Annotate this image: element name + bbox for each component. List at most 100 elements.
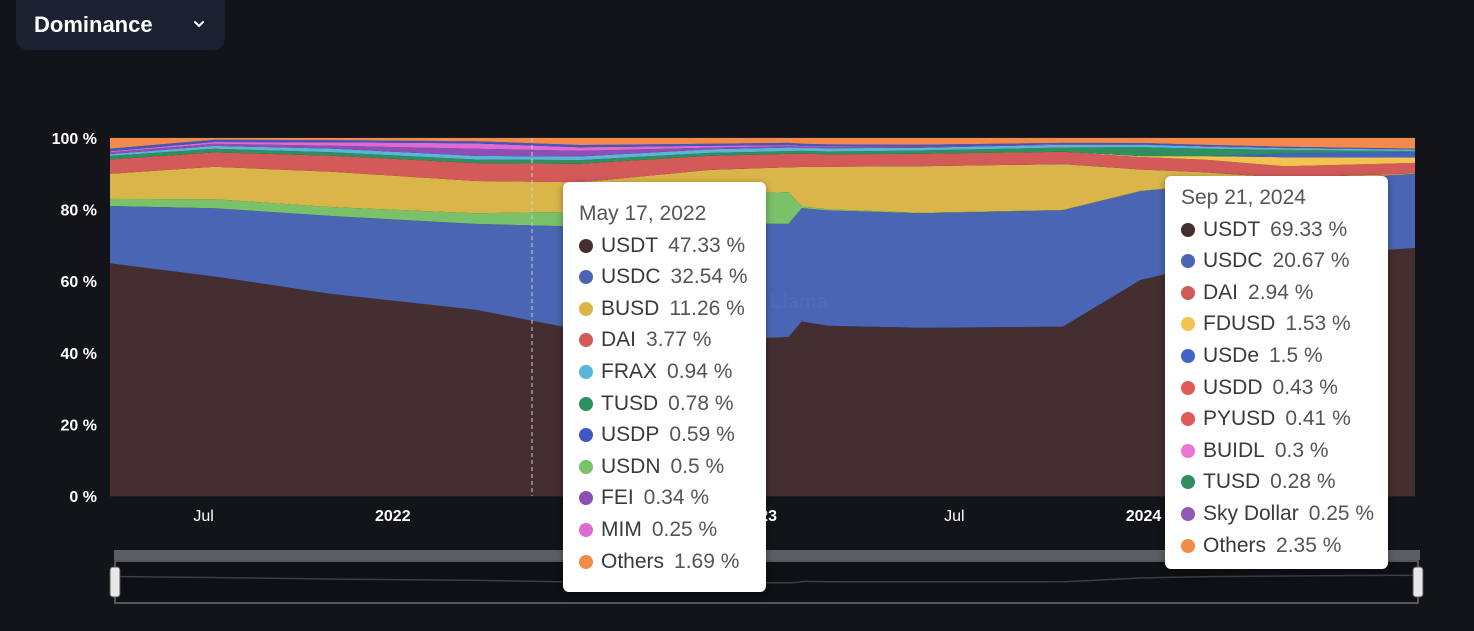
- tooltip-row: USDe 1.5 %: [1181, 344, 1323, 368]
- area-fdusd: [110, 151, 1415, 167]
- tooltip-series-value: 47.33 %: [668, 233, 746, 257]
- tooltip-row: FRAX 0.94 %: [579, 360, 732, 384]
- tooltip-series-value: 0.41 %: [1285, 407, 1351, 431]
- legend-dot-icon: [1181, 380, 1195, 395]
- tooltip-series-name: Others: [601, 549, 665, 573]
- tooltip-row: DAI 3.77 %: [579, 328, 711, 352]
- tooltip-series-name: USDN: [601, 454, 661, 478]
- legend-dot-icon: [579, 491, 593, 506]
- navigator-handle-right[interactable]: [1412, 566, 1424, 598]
- tooltip-series-name: TUSD: [1203, 470, 1261, 494]
- tooltip-date: May 17, 2022: [579, 202, 707, 225]
- navigator-line: [115, 574, 1417, 584]
- legend-dot-icon: [1181, 254, 1195, 269]
- tooltip-series-name: BUIDL: [1203, 438, 1265, 462]
- tooltip-series-name: USDC: [601, 265, 661, 289]
- tooltip-series-value: 0.3 %: [1274, 438, 1329, 462]
- tooltip-series-value: 0.28 %: [1270, 470, 1336, 494]
- tooltip-date: Sep 21, 2024: [1181, 186, 1306, 209]
- tooltip-row: BUSD 11.26 %: [579, 297, 745, 321]
- y-tick-label: 0 %: [69, 489, 97, 506]
- area-dai: [110, 151, 1415, 183]
- tooltip-row: USDT 69.33 %: [1181, 218, 1347, 242]
- legend-dot-icon: [579, 459, 593, 474]
- tooltip-series-value: 32.54 %: [670, 265, 748, 289]
- tooltip-series-value: 1.5 %: [1269, 344, 1323, 367]
- tooltip-series-value: 0.94 %: [667, 360, 733, 383]
- tooltip-series-name: PYUSD: [1203, 407, 1276, 431]
- x-tick-label: Jul: [193, 508, 213, 525]
- tooltip-series-value: 11.26 %: [669, 296, 745, 320]
- tooltip-row: BUIDL 0.3 %: [1181, 439, 1329, 463]
- tooltip-row: USDT 47.33 %: [579, 234, 745, 258]
- tooltip-series-name: FEI: [601, 486, 634, 510]
- legend-dot-icon: [579, 523, 593, 537]
- tooltip-series-value: 1.69 %: [674, 549, 740, 573]
- tooltip-series-value: 0.34 %: [643, 486, 710, 510]
- tooltip-row: USDC 32.54 %: [579, 265, 748, 289]
- y-tick-label: 80 %: [61, 203, 97, 220]
- legend-dot-icon: [1181, 443, 1195, 458]
- legend-dot-icon: [1181, 507, 1195, 521]
- tooltip-row: USDD 0.43 %: [1181, 376, 1338, 400]
- legend-dot-icon: [579, 428, 593, 443]
- legend-dot-icon: [1181, 317, 1195, 332]
- tooltip-series-name: MIM: [601, 518, 642, 541]
- tooltip-row: TUSD 0.28 %: [1181, 470, 1336, 494]
- legend-dot-icon: [579, 301, 593, 316]
- tooltip-series-name: USDC: [1203, 249, 1263, 273]
- tooltip-series-value: 0.59 %: [669, 423, 735, 447]
- tooltip-series-name: TUSD: [601, 391, 659, 415]
- legend-dot-icon: [579, 365, 593, 379]
- legend-dot-icon: [579, 333, 593, 348]
- legend-dot-icon: [579, 270, 593, 285]
- navigator-bar[interactable]: [114, 550, 1420, 560]
- legend-dot-icon: [579, 554, 593, 569]
- tooltip-series-value: 69.33 %: [1270, 217, 1348, 241]
- legend-dot-icon: [1181, 475, 1195, 490]
- tooltip-series-value: 3.77 %: [646, 328, 712, 352]
- tooltip-row: USDP 0.59 %: [579, 423, 735, 447]
- tooltip-series-name: USDD: [1203, 375, 1263, 399]
- tooltip-series-name: USDP: [601, 423, 660, 447]
- x-tick-label: 2024: [1126, 508, 1162, 525]
- tooltip-row: USDC 20.67 %: [1181, 249, 1350, 273]
- y-tick-label: 60 %: [61, 274, 97, 291]
- tooltip-may-2022: May 17, 2022 USDT 47.33 % USDC 32.54 % BUSD 11…: [563, 182, 766, 592]
- tooltip-row: TUSD 0.78 %: [579, 392, 734, 416]
- watermark: Llama: [770, 291, 829, 313]
- legend-dot-icon: [579, 238, 593, 253]
- legend-dot-icon: [1181, 538, 1195, 553]
- legend-dot-icon: [1181, 412, 1195, 427]
- area-fei: [110, 143, 1415, 157]
- tooltip-series-name: BUSD: [601, 296, 660, 320]
- area-usdp: [110, 139, 1415, 152]
- tooltip-series-value: 0.25 %: [651, 518, 718, 541]
- legend-dot-icon: [1181, 222, 1195, 237]
- dominance-dropdown[interactable]: Dominance: [16, 0, 225, 50]
- tooltip-row: Sky Dollar 0.25 %: [1181, 502, 1374, 526]
- tooltip-series-value: 20.67 %: [1272, 249, 1350, 273]
- area-frax: [110, 144, 1415, 161]
- tooltip-row: PYUSD 0.41 %: [1181, 407, 1351, 431]
- tooltip-series-name: FDUSD: [1203, 312, 1276, 336]
- tooltip-row: Others 2.35 %: [1181, 534, 1341, 558]
- area-others: [110, 138, 1415, 149]
- tooltip-series-value: 2.94 %: [1248, 280, 1314, 304]
- legend-dot-icon: [1181, 285, 1195, 300]
- tooltip-series-name: USDT: [601, 233, 659, 257]
- chevron-down-icon: [194, 21, 204, 27]
- tooltip-series-name: USDe: [1203, 344, 1260, 367]
- tooltip-row: MIM 0.25 %: [579, 518, 717, 542]
- tooltip-series-name: FRAX: [601, 360, 658, 383]
- tooltip-series-value: 2.35 %: [1276, 533, 1342, 557]
- tooltip-series-name: DAI: [601, 328, 637, 352]
- tooltip-series-value: 0.78 %: [668, 391, 734, 415]
- navigator-handle-left[interactable]: [109, 566, 121, 598]
- tooltip-series-name: USDT: [1203, 217, 1261, 241]
- tooltip-sep-2024: Sep 21, 2024 USDT 69.33 % USDC 20.67 % DAI 2.9…: [1165, 176, 1388, 569]
- x-tick-label: 2022: [375, 508, 411, 525]
- y-tick-label: 100 %: [52, 131, 97, 148]
- tooltip-series-value: 0.43 %: [1272, 375, 1338, 399]
- tooltip-series-name: Others: [1203, 533, 1267, 557]
